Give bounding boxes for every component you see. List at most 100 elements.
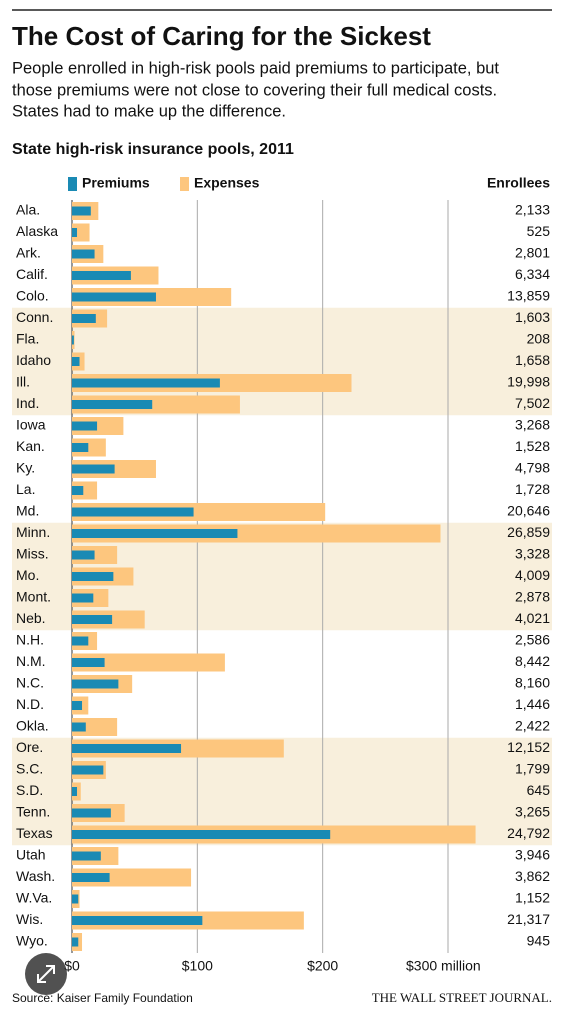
y-tick-label: Utah	[16, 847, 46, 863]
enrollees-value: 2,801	[515, 245, 550, 261]
premium-bar	[72, 486, 84, 495]
y-tick-label: Ind.	[16, 395, 39, 411]
x-tick-label: $0	[64, 958, 80, 974]
y-tick-label: Neb.	[16, 610, 46, 626]
enrollees-value: 4,021	[515, 610, 550, 626]
enrollees-value: 13,859	[507, 288, 550, 304]
premium-bar	[72, 507, 194, 517]
x-tick-label: $200	[307, 958, 338, 974]
premium-bar	[72, 400, 153, 409]
y-tick-label: Colo.	[16, 288, 49, 304]
enrollees-value: 645	[527, 782, 551, 798]
subtitle: States had to make up the difference.	[12, 102, 286, 120]
x-tick-label: $100	[182, 958, 213, 974]
premium-bar	[72, 378, 220, 388]
legend-swatch	[180, 177, 189, 191]
enrollees-value: 3,265	[515, 804, 550, 820]
premium-bar	[72, 744, 182, 753]
premium-bar	[72, 443, 89, 452]
premium-bar	[72, 529, 238, 538]
y-tick-label: Conn.	[16, 309, 53, 325]
premium-bar	[72, 937, 79, 947]
enrollees-value: 1,528	[515, 438, 550, 454]
enrollees-value: 2,586	[515, 632, 550, 648]
enrollees-value: 24,792	[507, 825, 550, 841]
premium-bar	[72, 615, 113, 624]
y-tick-label: Fla.	[16, 331, 39, 347]
y-tick-label: Ark.	[16, 245, 41, 261]
legend-label: Expenses	[194, 175, 260, 191]
y-tick-label: Calif.	[16, 266, 48, 282]
enrollees-value: 20,646	[507, 503, 550, 519]
premium-bar	[72, 894, 79, 904]
y-tick-label: Ill.	[16, 374, 30, 390]
enrollees-value: 208	[527, 331, 551, 347]
premium-bar	[72, 292, 156, 302]
premium-bar	[72, 593, 94, 603]
enrollees-value: 2,133	[515, 202, 550, 218]
premium-bar	[72, 787, 78, 796]
y-tick-label: Mont.	[16, 589, 51, 605]
enrollees-value: 1,446	[515, 696, 550, 712]
premium-bar	[72, 916, 203, 925]
y-tick-label: Idaho	[16, 352, 51, 368]
enrollees-value: 1,152	[515, 890, 550, 906]
chart-title: The Cost of Caring for the Sickest	[12, 21, 431, 51]
premium-bar	[72, 658, 105, 667]
expense-bar	[72, 653, 225, 672]
y-tick-label: N.M.	[16, 653, 46, 669]
y-tick-label: Wash.	[16, 868, 55, 884]
y-tick-label: Alaska	[16, 223, 58, 239]
y-tick-label: Ky.	[16, 460, 35, 476]
premium-bar	[72, 228, 78, 237]
y-tick-label: W.Va.	[16, 890, 52, 906]
y-tick-label: Minn.	[16, 524, 50, 540]
expand-button[interactable]	[25, 953, 67, 995]
publisher: THE WALL STREET JOURNAL.	[372, 990, 552, 1005]
premium-bar	[72, 464, 115, 474]
enrollees-value: 1,658	[515, 352, 550, 368]
enrollees-value: 6,334	[515, 266, 550, 282]
y-tick-label: N.H.	[16, 632, 44, 648]
premium-bar	[72, 357, 80, 366]
enrollees-value: 12,152	[507, 739, 550, 755]
y-tick-label: Wis.	[16, 911, 43, 927]
premium-bar	[72, 808, 111, 818]
enrollees-value: 8,442	[515, 653, 550, 669]
y-tick-label: Okla.	[16, 718, 49, 734]
premium-bar	[72, 206, 91, 216]
subtitle: People enrolled in high-risk pools paid …	[12, 59, 499, 77]
y-tick-label: Mo.	[16, 567, 39, 583]
y-tick-label: S.C.	[16, 761, 43, 777]
enrollees-value: 3,946	[515, 847, 550, 863]
premium-bar	[72, 722, 86, 732]
enrollees-value: 1,799	[515, 761, 550, 777]
x-tick-label: $300 million	[406, 958, 481, 974]
premium-bar	[72, 765, 104, 775]
plot: Premiums Expenses $0 $100 $200 $300 million Al…	[12, 175, 552, 974]
enrollees-value: 3,268	[515, 417, 550, 433]
y-tick-label: Ore.	[16, 739, 43, 755]
premium-bar	[72, 851, 101, 861]
premium-bar	[72, 335, 74, 345]
premium-bar	[72, 249, 95, 259]
y-tick-label: Tenn.	[16, 804, 50, 820]
column-header: Enrollees	[487, 175, 550, 191]
legend-swatch	[68, 177, 77, 191]
enrollees-value: 4,798	[515, 460, 550, 476]
enrollees-value: 2,878	[515, 589, 550, 605]
source: Source: Kaiser Family Foundation	[12, 991, 193, 1005]
y-tick-label: Texas	[16, 825, 53, 841]
enrollees-value: 3,328	[515, 546, 550, 562]
y-tick-label: Iowa	[16, 417, 46, 433]
y-tick-label: N.D.	[16, 696, 44, 712]
enrollees-value: 1,728	[515, 481, 550, 497]
premium-bar	[72, 271, 131, 280]
premium-bar	[72, 830, 331, 839]
y-tick-label: Kan.	[16, 438, 45, 454]
enrollees-value: 1,603	[515, 309, 550, 325]
y-tick-label: La.	[16, 481, 35, 497]
premium-bar	[72, 679, 119, 689]
y-tick-label: Wyo.	[16, 933, 48, 949]
